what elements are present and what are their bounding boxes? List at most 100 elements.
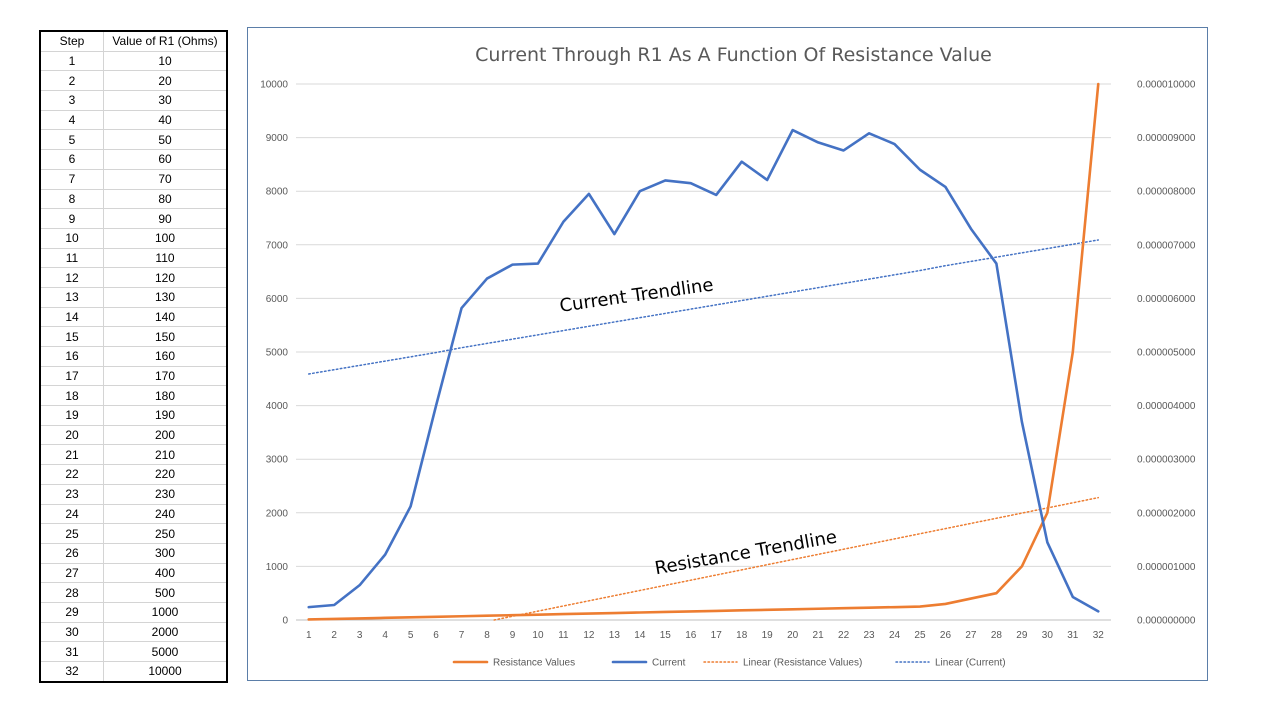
x-tick-label: 28	[991, 630, 1003, 641]
annotation-label: Resistance Trendline	[653, 527, 838, 580]
y-left-tick-label: 7000	[266, 240, 289, 251]
table-row: 24 240	[39, 503, 228, 525]
x-tick-label: 12	[583, 630, 595, 641]
x-tick-label: 29	[1016, 630, 1028, 641]
table-row: 23 230	[39, 483, 228, 505]
y-right-tick-label: 0.000000000	[1137, 616, 1196, 627]
step-cell: 14	[39, 306, 104, 328]
table-row: 14 140	[39, 306, 228, 328]
right-axis-ticks: 0.000000000 0.000001000 0.000002000 0.00000…	[1137, 80, 1196, 627]
table-row: 1 10	[39, 50, 228, 72]
table-row: 26 300	[39, 542, 228, 564]
value-cell: 500	[103, 582, 228, 603]
x-tick-label: 1	[306, 630, 312, 641]
value-cell: 400	[103, 562, 228, 584]
table-row: 31 5000	[39, 641, 228, 662]
table-row: 16 160	[39, 346, 228, 367]
x-tick-label: 26	[940, 630, 952, 641]
table-row: 32 10000	[39, 660, 228, 683]
x-tick-label: 13	[609, 630, 621, 641]
table-row: 28 500	[39, 582, 228, 603]
legend-entry: Linear (Current)	[935, 658, 1006, 669]
value-cell: 240	[103, 503, 228, 525]
x-tick-label: 15	[660, 630, 672, 641]
table-header-row: Step Value of R1 (Ohms)	[39, 30, 228, 52]
value-header: Value of R1 (Ohms)	[103, 30, 228, 52]
value-cell: 80	[103, 188, 228, 210]
value-cell: 70	[103, 168, 228, 190]
x-tick-label: 24	[889, 630, 901, 641]
value-cell: 2000	[103, 621, 228, 643]
y-right-tick-label: 0.000001000	[1137, 562, 1196, 573]
table-row: 17 170	[39, 365, 228, 387]
x-tick-label: 17	[711, 630, 723, 641]
y-left-tick-label: 5000	[266, 348, 289, 359]
step-cell: 4	[39, 109, 104, 131]
data-table: Step Value of R1 (Ohms) 1 10 2 20 3 30 4 40 5 50 6…	[39, 30, 228, 683]
x-tick-label: 14	[634, 630, 646, 641]
x-tick-label: 9	[510, 630, 516, 641]
x-tick-label: 23	[863, 630, 875, 641]
y-right-tick-label: 0.000002000	[1137, 508, 1196, 519]
table-body: 1 10 2 20 3 30 4 40 5 50 6 60 7 70 8 80 9 90 10 100 11 110 12 1…	[39, 50, 228, 683]
table-row: 30 2000	[39, 621, 228, 643]
table-row: 25 250	[39, 523, 228, 544]
value-cell: 230	[103, 483, 228, 505]
value-cell: 220	[103, 464, 228, 485]
x-tick-label: 25	[914, 630, 926, 641]
table-row: 11 110	[39, 247, 228, 269]
value-cell: 10000	[103, 660, 228, 683]
x-tick-label: 19	[762, 630, 774, 641]
y-left-tick-label: 3000	[266, 455, 289, 466]
x-tick-label: 4	[382, 630, 388, 641]
step-cell: 2	[39, 70, 104, 92]
value-cell: 1000	[103, 601, 228, 623]
step-cell: 24	[39, 503, 104, 525]
value-cell: 160	[103, 346, 228, 367]
x-tick-label: 31	[1067, 630, 1079, 641]
y-left-tick-label: 10000	[260, 80, 288, 91]
value-cell: 140	[103, 306, 228, 328]
table-row: 18 180	[39, 385, 228, 407]
y-left-tick-label: 8000	[266, 187, 289, 198]
x-axis-ticks: 1 2 3 4 5 6 7 8 9 10 11 12 13 14 15 16 17 18 19 20 21 22 23 24 2…	[306, 630, 1104, 641]
step-cell: 11	[39, 247, 104, 269]
step-cell: 19	[39, 405, 104, 426]
value-cell: 170	[103, 365, 228, 387]
y-right-tick-label: 0.000004000	[1137, 401, 1196, 412]
table-row: 22 220	[39, 464, 228, 485]
grid-lines	[296, 83, 1111, 621]
y-left-tick-label: 2000	[266, 508, 289, 519]
step-cell: 30	[39, 621, 104, 643]
series-line-resistance-values	[307, 82, 1100, 621]
series-line-linear-resistance-values	[493, 496, 1100, 621]
step-cell: 1	[39, 50, 104, 72]
value-cell: 110	[103, 247, 228, 269]
step-header: Step	[39, 30, 104, 52]
table-row: 2 20	[39, 70, 228, 92]
value-cell: 50	[103, 129, 228, 151]
table-row: 27 400	[39, 562, 228, 584]
y-right-tick-label: 0.000010000	[1137, 80, 1196, 91]
step-cell: 23	[39, 483, 104, 505]
y-right-tick-label: 0.000003000	[1137, 455, 1196, 466]
annotations: Current Trendline Resistance Trendline	[558, 274, 838, 579]
legend-entry: Current	[652, 658, 686, 669]
series-line-current	[307, 128, 1100, 613]
step-cell: 29	[39, 601, 104, 623]
table-row: 3 30	[39, 90, 228, 111]
step-cell: 26	[39, 542, 104, 564]
table-row: 29 1000	[39, 601, 228, 623]
legend: Resistance Values Current Linear (Resistan…	[452, 658, 1006, 669]
step-cell: 13	[39, 286, 104, 308]
left-axis-ticks: 0 1000 2000 3000 4000 5000 6000 7000 8000 9000 100…	[260, 80, 288, 627]
y-left-tick-label: 1000	[266, 562, 289, 573]
y-right-tick-label: 0.000006000	[1137, 294, 1196, 305]
value-cell: 30	[103, 90, 228, 111]
table-row: 5 50	[39, 129, 228, 151]
step-cell: 8	[39, 188, 104, 210]
step-cell: 5	[39, 129, 104, 151]
x-tick-label: 30	[1042, 630, 1054, 641]
step-cell: 10	[39, 227, 104, 249]
legend-entry: Linear (Resistance Values)	[743, 658, 862, 669]
